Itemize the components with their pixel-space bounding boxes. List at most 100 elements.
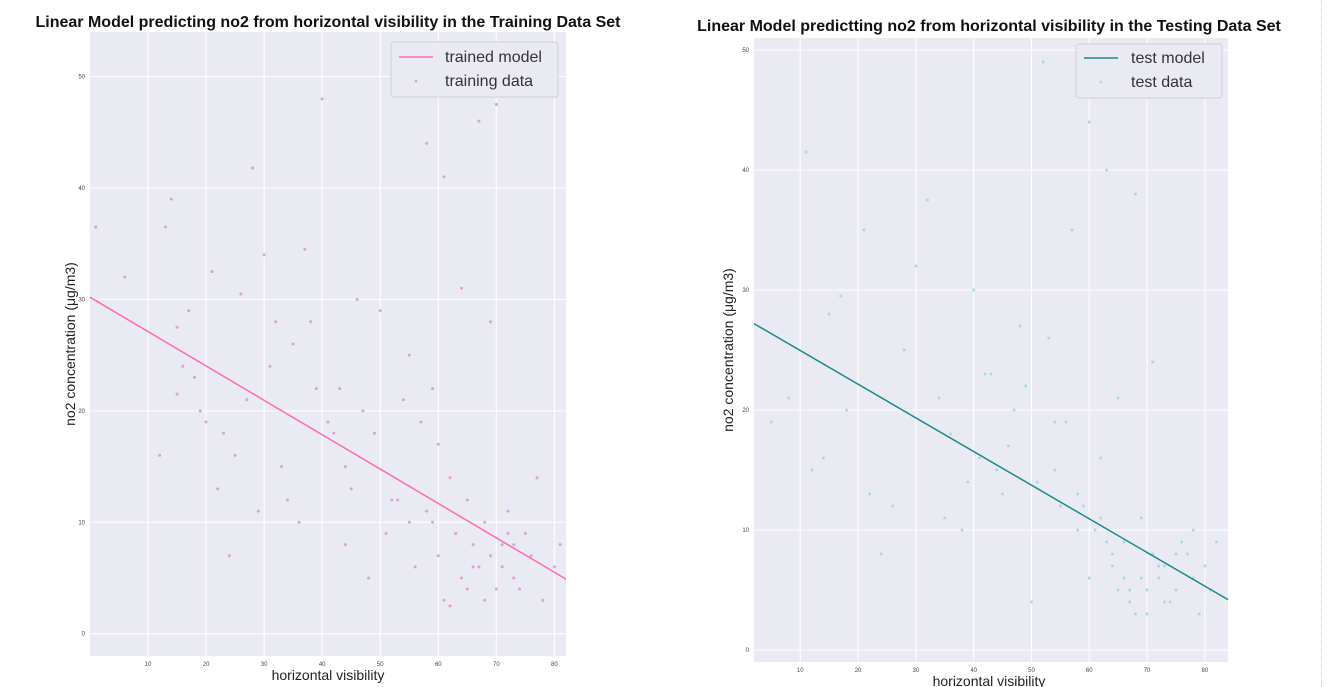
x-tick-label: 80 xyxy=(1202,668,1209,674)
data-point xyxy=(169,197,173,201)
data-point xyxy=(471,543,475,547)
data-point xyxy=(494,102,498,106)
data-point xyxy=(769,420,773,424)
data-point xyxy=(523,531,527,535)
data-point xyxy=(1081,504,1085,508)
data-point xyxy=(1087,120,1091,124)
y-tick-label: 10 xyxy=(78,520,85,526)
data-point xyxy=(943,516,947,520)
data-point xyxy=(1053,468,1057,472)
data-point xyxy=(827,312,831,316)
data-point xyxy=(966,480,970,484)
data-point xyxy=(902,348,906,352)
data-point xyxy=(280,465,284,469)
scatter-points xyxy=(769,60,1218,616)
x-tick-label: 10 xyxy=(145,662,152,668)
data-point xyxy=(1128,588,1132,592)
data-point xyxy=(810,468,814,472)
y-tick-labels: 0 10 20 30 40 50 xyxy=(742,48,749,654)
data-point xyxy=(181,364,185,368)
data-point xyxy=(1116,396,1120,400)
data-point xyxy=(477,565,481,569)
y-tick-label: 40 xyxy=(78,186,85,192)
y-tick-label: 10 xyxy=(742,528,749,534)
data-point xyxy=(506,531,510,535)
data-point xyxy=(94,225,98,229)
legend: test model test data xyxy=(1075,43,1223,99)
y-tick-label: 40 xyxy=(742,168,749,174)
data-point xyxy=(442,175,446,179)
legend-label-line: trained model xyxy=(445,49,542,66)
data-point xyxy=(320,97,324,101)
data-point xyxy=(1162,600,1166,604)
data-point xyxy=(210,270,214,274)
data-point xyxy=(541,598,545,602)
y-tick-label: 0 xyxy=(82,632,86,638)
data-point xyxy=(1024,384,1028,388)
x-tick-label: 40 xyxy=(319,662,326,668)
data-point xyxy=(489,320,493,324)
data-point xyxy=(960,528,964,532)
data-point xyxy=(949,432,953,436)
data-point xyxy=(1214,540,1218,544)
data-point xyxy=(977,456,981,460)
data-point xyxy=(1070,228,1074,232)
data-point xyxy=(274,320,278,324)
data-point xyxy=(396,498,400,502)
data-point xyxy=(1041,60,1045,64)
data-point xyxy=(1110,564,1114,568)
page-edge-divider xyxy=(1321,0,1322,687)
data-point xyxy=(989,372,993,376)
data-point xyxy=(891,504,895,508)
y-tick-label: 30 xyxy=(742,288,749,294)
legend-label-points: test data xyxy=(1131,74,1192,91)
data-point xyxy=(1145,588,1149,592)
data-point xyxy=(1053,420,1057,424)
data-point xyxy=(506,509,510,513)
y-axis-label: no2 concentration (μg/m3) xyxy=(62,262,78,426)
data-point xyxy=(175,392,179,396)
data-point xyxy=(123,275,127,279)
chart-testing: Linear Model predictting no2 from horizo… xyxy=(697,18,1281,687)
data-point xyxy=(198,409,202,413)
data-point xyxy=(251,166,255,170)
data-point xyxy=(1134,192,1138,196)
data-point xyxy=(175,325,179,329)
data-point xyxy=(1134,612,1138,616)
regression-line xyxy=(89,296,567,580)
data-point xyxy=(297,520,301,524)
y-tick-labels: 0 10 20 30 40 50 xyxy=(78,75,85,638)
data-point xyxy=(361,409,365,413)
data-point xyxy=(419,420,423,424)
data-point xyxy=(465,587,469,591)
data-point xyxy=(349,487,353,491)
data-point xyxy=(483,598,487,602)
x-tick-labels: 10 20 30 40 50 60 70 80 xyxy=(797,668,1209,674)
data-point xyxy=(483,520,487,524)
x-tick-label: 40 xyxy=(970,668,977,674)
y-tick-label: 20 xyxy=(742,408,749,414)
data-point xyxy=(436,442,440,446)
data-point xyxy=(512,543,516,547)
data-point xyxy=(1122,576,1126,580)
model-line xyxy=(89,296,567,580)
y-tick-label: 20 xyxy=(78,409,85,415)
data-point xyxy=(401,398,405,402)
x-tick-label: 70 xyxy=(493,662,500,668)
data-point xyxy=(500,565,504,569)
chart-title: Linear Model predicting no2 from horizon… xyxy=(36,14,622,31)
data-point xyxy=(291,342,295,346)
x-tick-labels: 10 20 30 40 50 60 70 80 xyxy=(145,662,559,668)
data-point xyxy=(1105,168,1109,172)
data-point xyxy=(1105,540,1109,544)
data-point xyxy=(1186,552,1190,556)
data-point xyxy=(1012,408,1016,412)
data-point xyxy=(1139,576,1143,580)
data-point xyxy=(1122,540,1126,544)
data-point xyxy=(227,554,231,558)
data-point xyxy=(1029,600,1033,604)
data-point xyxy=(1076,528,1080,532)
data-point xyxy=(862,228,866,232)
data-point xyxy=(937,396,941,400)
